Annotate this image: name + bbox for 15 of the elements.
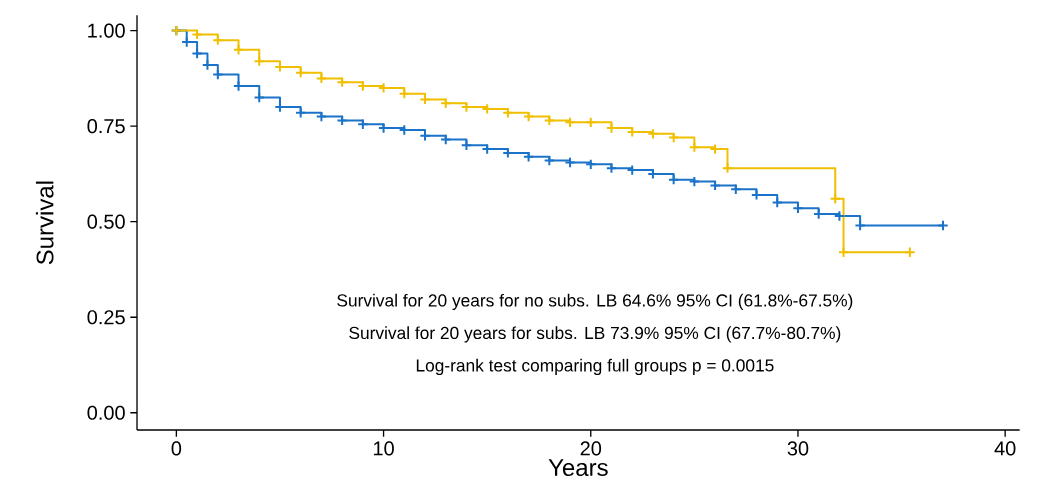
annotation: Survival for 20 years for subs. LB 73.9% 95% CI (67.7%-80.7%) — [349, 326, 841, 343]
y-tick-label: 1.00 — [88, 23, 125, 38]
x-tick-label: 10 — [373, 441, 394, 456]
y-tick-label: 0.00 — [87, 405, 125, 420]
y-tick-label: 0.75 — [87, 119, 125, 134]
y-axis-title: Survival — [35, 181, 54, 265]
y-tick-label: 0.50 — [87, 214, 125, 229]
x-axis-title: Years — [548, 459, 608, 477]
x-tick-label: 40 — [994, 441, 1016, 456]
x-tick-label: 0 — [171, 441, 182, 456]
x-tick-label: 30 — [787, 441, 809, 456]
x-tick-label: 20 — [580, 441, 602, 456]
annotation: Survival for 20 years for no subs. LB 64.6% 95% CI (61.8%-67.5%) — [337, 293, 853, 311]
y-tick-label: 0.25 — [87, 310, 125, 325]
annotation: Log-rank test comparing full groups p = 0.0015 — [416, 358, 774, 375]
